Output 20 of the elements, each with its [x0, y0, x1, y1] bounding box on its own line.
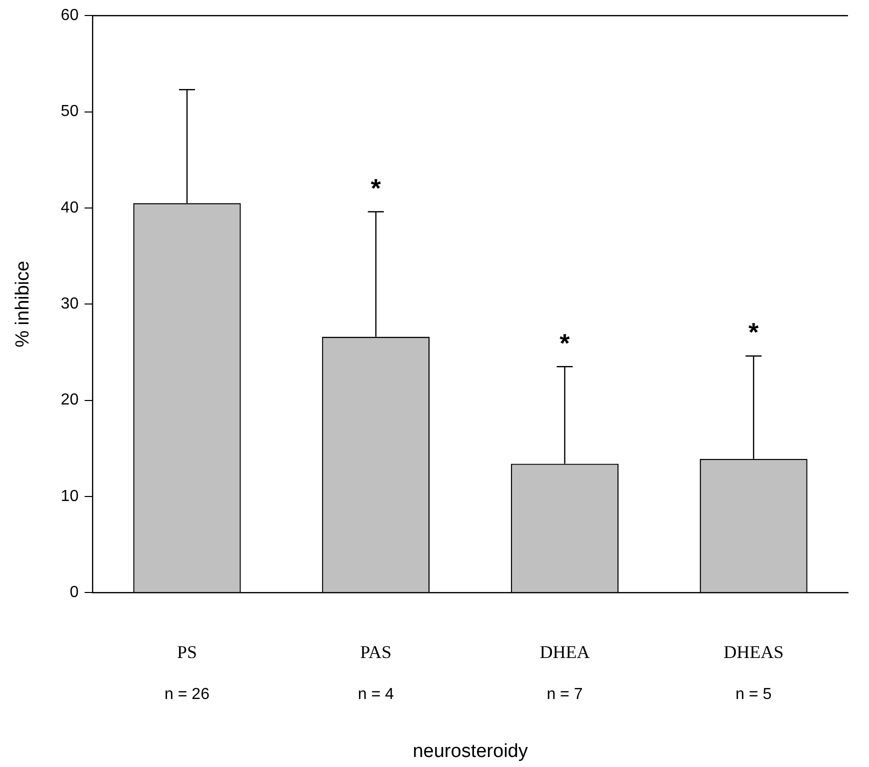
- annotation: *: [748, 317, 760, 348]
- text: n = 4: [358, 686, 394, 704]
- text: n = 7: [546, 686, 583, 704]
- y-tick-label: 10: [60, 488, 79, 505]
- y-axis-title: % inhibice: [12, 260, 34, 348]
- x-tick-label: PAS: [360, 642, 392, 662]
- annotation: *: [370, 172, 382, 203]
- x-tick-label: PS: [177, 642, 198, 662]
- annotation: *: [560, 328, 571, 358]
- y-tick-label: 50: [60, 103, 79, 120]
- text: n = 5: [736, 686, 772, 704]
- x-tick-label: DHEA: [540, 642, 590, 662]
- y-tick-label: 20: [60, 392, 79, 409]
- y-tick-label: 30: [60, 296, 79, 313]
- x-tick-label: DHEAS: [724, 642, 784, 662]
- text: n = 26: [164, 686, 210, 704]
- y-tick-label: 40: [60, 199, 79, 216]
- y-tick-label: 60: [60, 7, 79, 24]
- x-axis-title: neurosteroidy: [412, 740, 528, 762]
- y-tick-label: 0: [70, 584, 79, 602]
